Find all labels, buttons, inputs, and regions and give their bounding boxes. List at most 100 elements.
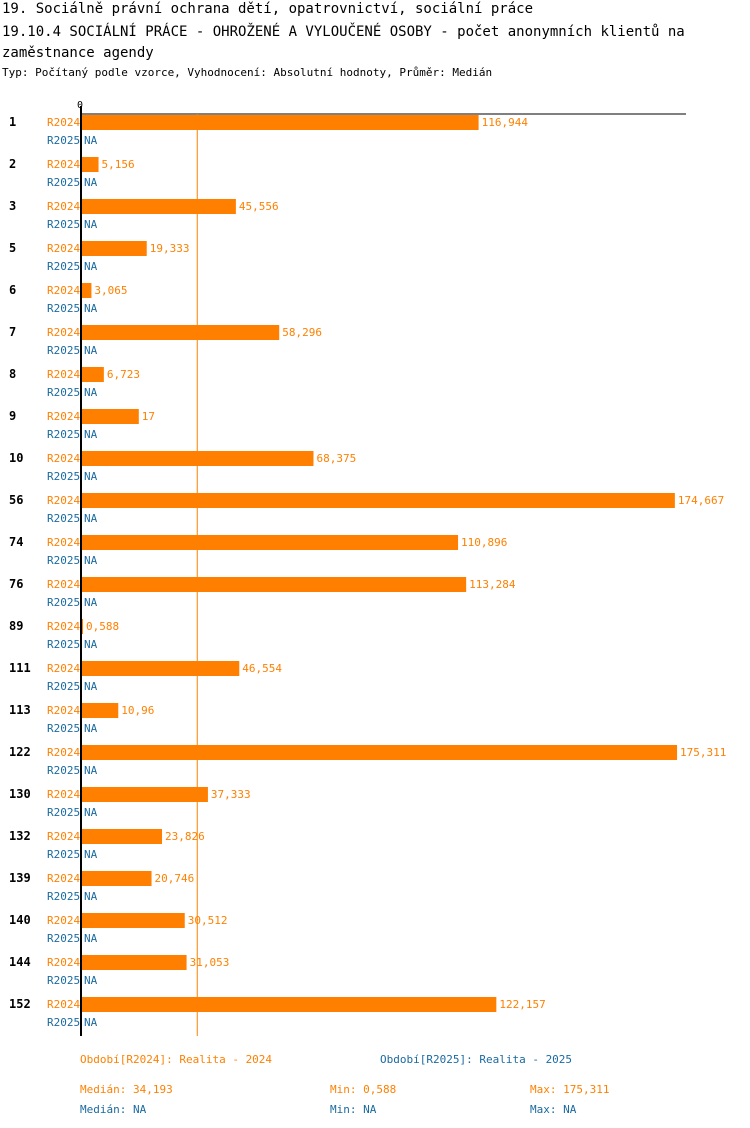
series-label-r2025: R2025 — [47, 470, 80, 483]
bar-r2024 — [81, 871, 152, 886]
data-label-r2025: NA — [84, 974, 98, 987]
chart-info: Typ: Počítaný podle vzorce, Vyhodnocení:… — [2, 66, 493, 79]
series-label-r2024: R2024 — [47, 368, 80, 381]
data-label-r2025: NA — [84, 596, 98, 609]
bar-r2024 — [81, 157, 99, 172]
data-label-r2025: NA — [84, 428, 98, 441]
data-label-r2025: NA — [84, 722, 98, 735]
series-label-r2024: R2024 — [47, 242, 80, 255]
series-label-r2025: R2025 — [47, 890, 80, 903]
category-label: 76 — [9, 577, 23, 591]
series-label-r2025: R2025 — [47, 176, 80, 189]
bar-r2024 — [81, 997, 497, 1012]
category-label: 10 — [9, 451, 23, 465]
bar-r2024 — [81, 535, 459, 550]
series-label-r2025: R2025 — [47, 806, 80, 819]
data-label-r2024: 58,296 — [282, 326, 322, 339]
series-label-r2025: R2025 — [47, 764, 80, 777]
bar-r2024 — [81, 199, 236, 214]
series-label-r2024: R2024 — [47, 830, 80, 843]
category-label: 122 — [9, 745, 31, 759]
data-label-r2025: NA — [84, 764, 98, 777]
page-title: 19. Sociálně právní ochrana dětí, opatro… — [2, 1, 534, 17]
data-label-r2024: 110,896 — [461, 536, 507, 549]
data-label-r2025: NA — [84, 134, 98, 147]
bar-r2024 — [81, 661, 240, 676]
data-label-r2025: NA — [84, 218, 98, 231]
bar-r2024 — [81, 703, 119, 718]
data-label-r2025: NA — [84, 680, 98, 693]
data-label-r2024: 46,554 — [242, 662, 282, 675]
series-label-r2025: R2025 — [47, 596, 80, 609]
data-label-r2025: NA — [84, 890, 98, 903]
series-label-r2024: R2024 — [47, 158, 80, 171]
data-label-r2024: 17 — [142, 410, 155, 423]
stat-median-2024: Medián: 34,193 — [80, 1083, 173, 1096]
bar-r2024 — [81, 451, 314, 466]
bar-r2024 — [81, 325, 280, 340]
data-label-r2024: 113,284 — [469, 578, 516, 591]
data-label-r2024: 3,065 — [94, 284, 127, 297]
data-label-r2024: 23,826 — [165, 830, 205, 843]
series-label-r2025: R2025 — [47, 1016, 80, 1029]
data-label-r2024: 19,333 — [150, 242, 190, 255]
category-label: 139 — [9, 871, 31, 885]
category-label: 8 — [9, 367, 16, 381]
axis-zero-label: 0 — [77, 100, 83, 111]
series-label-r2024: R2024 — [47, 914, 80, 927]
series-label-r2024: R2024 — [47, 998, 80, 1011]
data-label-r2025: NA — [84, 176, 98, 189]
data-label-r2025: NA — [84, 386, 98, 399]
stat-median-2025: Medián: NA — [80, 1103, 147, 1116]
category-label: 9 — [9, 409, 16, 423]
data-label-r2024: 116,944 — [482, 116, 529, 129]
stat-max-2024: Max: 175,311 — [530, 1083, 610, 1096]
series-label-r2024: R2024 — [47, 410, 80, 423]
data-label-r2024: 5,156 — [102, 158, 135, 171]
stat-min-2025: Min: NA — [330, 1103, 377, 1116]
stat-max-2025: Max: NA — [530, 1103, 577, 1116]
series-label-r2025: R2025 — [47, 134, 80, 147]
category-label: 7 — [9, 325, 16, 339]
legend-r2025: Období[R2025]: Realita - 2025 — [380, 1053, 573, 1066]
data-label-r2024: 175,311 — [680, 746, 726, 759]
bar-r2024 — [81, 745, 678, 760]
category-label: 111 — [9, 661, 31, 675]
data-label-r2024: 6,723 — [107, 368, 140, 381]
bar-r2024 — [81, 829, 163, 844]
series-label-r2025: R2025 — [47, 722, 80, 735]
series-label-r2025: R2025 — [47, 848, 80, 861]
category-label: 5 — [9, 241, 16, 255]
category-label: 1 — [9, 115, 16, 129]
category-label: 6 — [9, 283, 16, 297]
bar-r2024 — [81, 493, 675, 508]
series-label-r2024: R2024 — [47, 704, 80, 717]
series-label-r2024: R2024 — [47, 578, 80, 591]
series-label-r2025: R2025 — [47, 428, 80, 441]
series-label-r2024: R2024 — [47, 536, 80, 549]
category-label: 2 — [9, 157, 16, 171]
series-label-r2025: R2025 — [47, 302, 80, 315]
chart-subtitle: 19.10.4 SOCIÁLNÍ PRÁCE - OHROŽENÉ A VYLO… — [2, 24, 685, 61]
series-label-r2025: R2025 — [47, 260, 80, 273]
data-label-r2024: 37,333 — [211, 788, 251, 801]
bar-r2024 — [81, 115, 479, 130]
series-label-r2024: R2024 — [47, 326, 80, 339]
series-label-r2024: R2024 — [47, 200, 80, 213]
series-label-r2024: R2024 — [47, 872, 80, 885]
category-label: 144 — [9, 955, 31, 969]
data-label-r2025: NA — [84, 302, 98, 315]
series-label-r2024: R2024 — [47, 620, 80, 633]
data-label-r2025: NA — [84, 1016, 98, 1029]
data-label-r2024: 31,053 — [190, 956, 230, 969]
data-label-r2025: NA — [84, 470, 98, 483]
series-label-r2025: R2025 — [47, 680, 80, 693]
legend-r2024: Období[R2024]: Realita - 2024 — [80, 1053, 273, 1066]
series-label-r2025: R2025 — [47, 512, 80, 525]
series-label-r2024: R2024 — [47, 956, 80, 969]
data-label-r2025: NA — [84, 554, 98, 567]
category-label: 140 — [9, 913, 31, 927]
category-label: 113 — [9, 703, 31, 717]
series-label-r2024: R2024 — [47, 662, 80, 675]
